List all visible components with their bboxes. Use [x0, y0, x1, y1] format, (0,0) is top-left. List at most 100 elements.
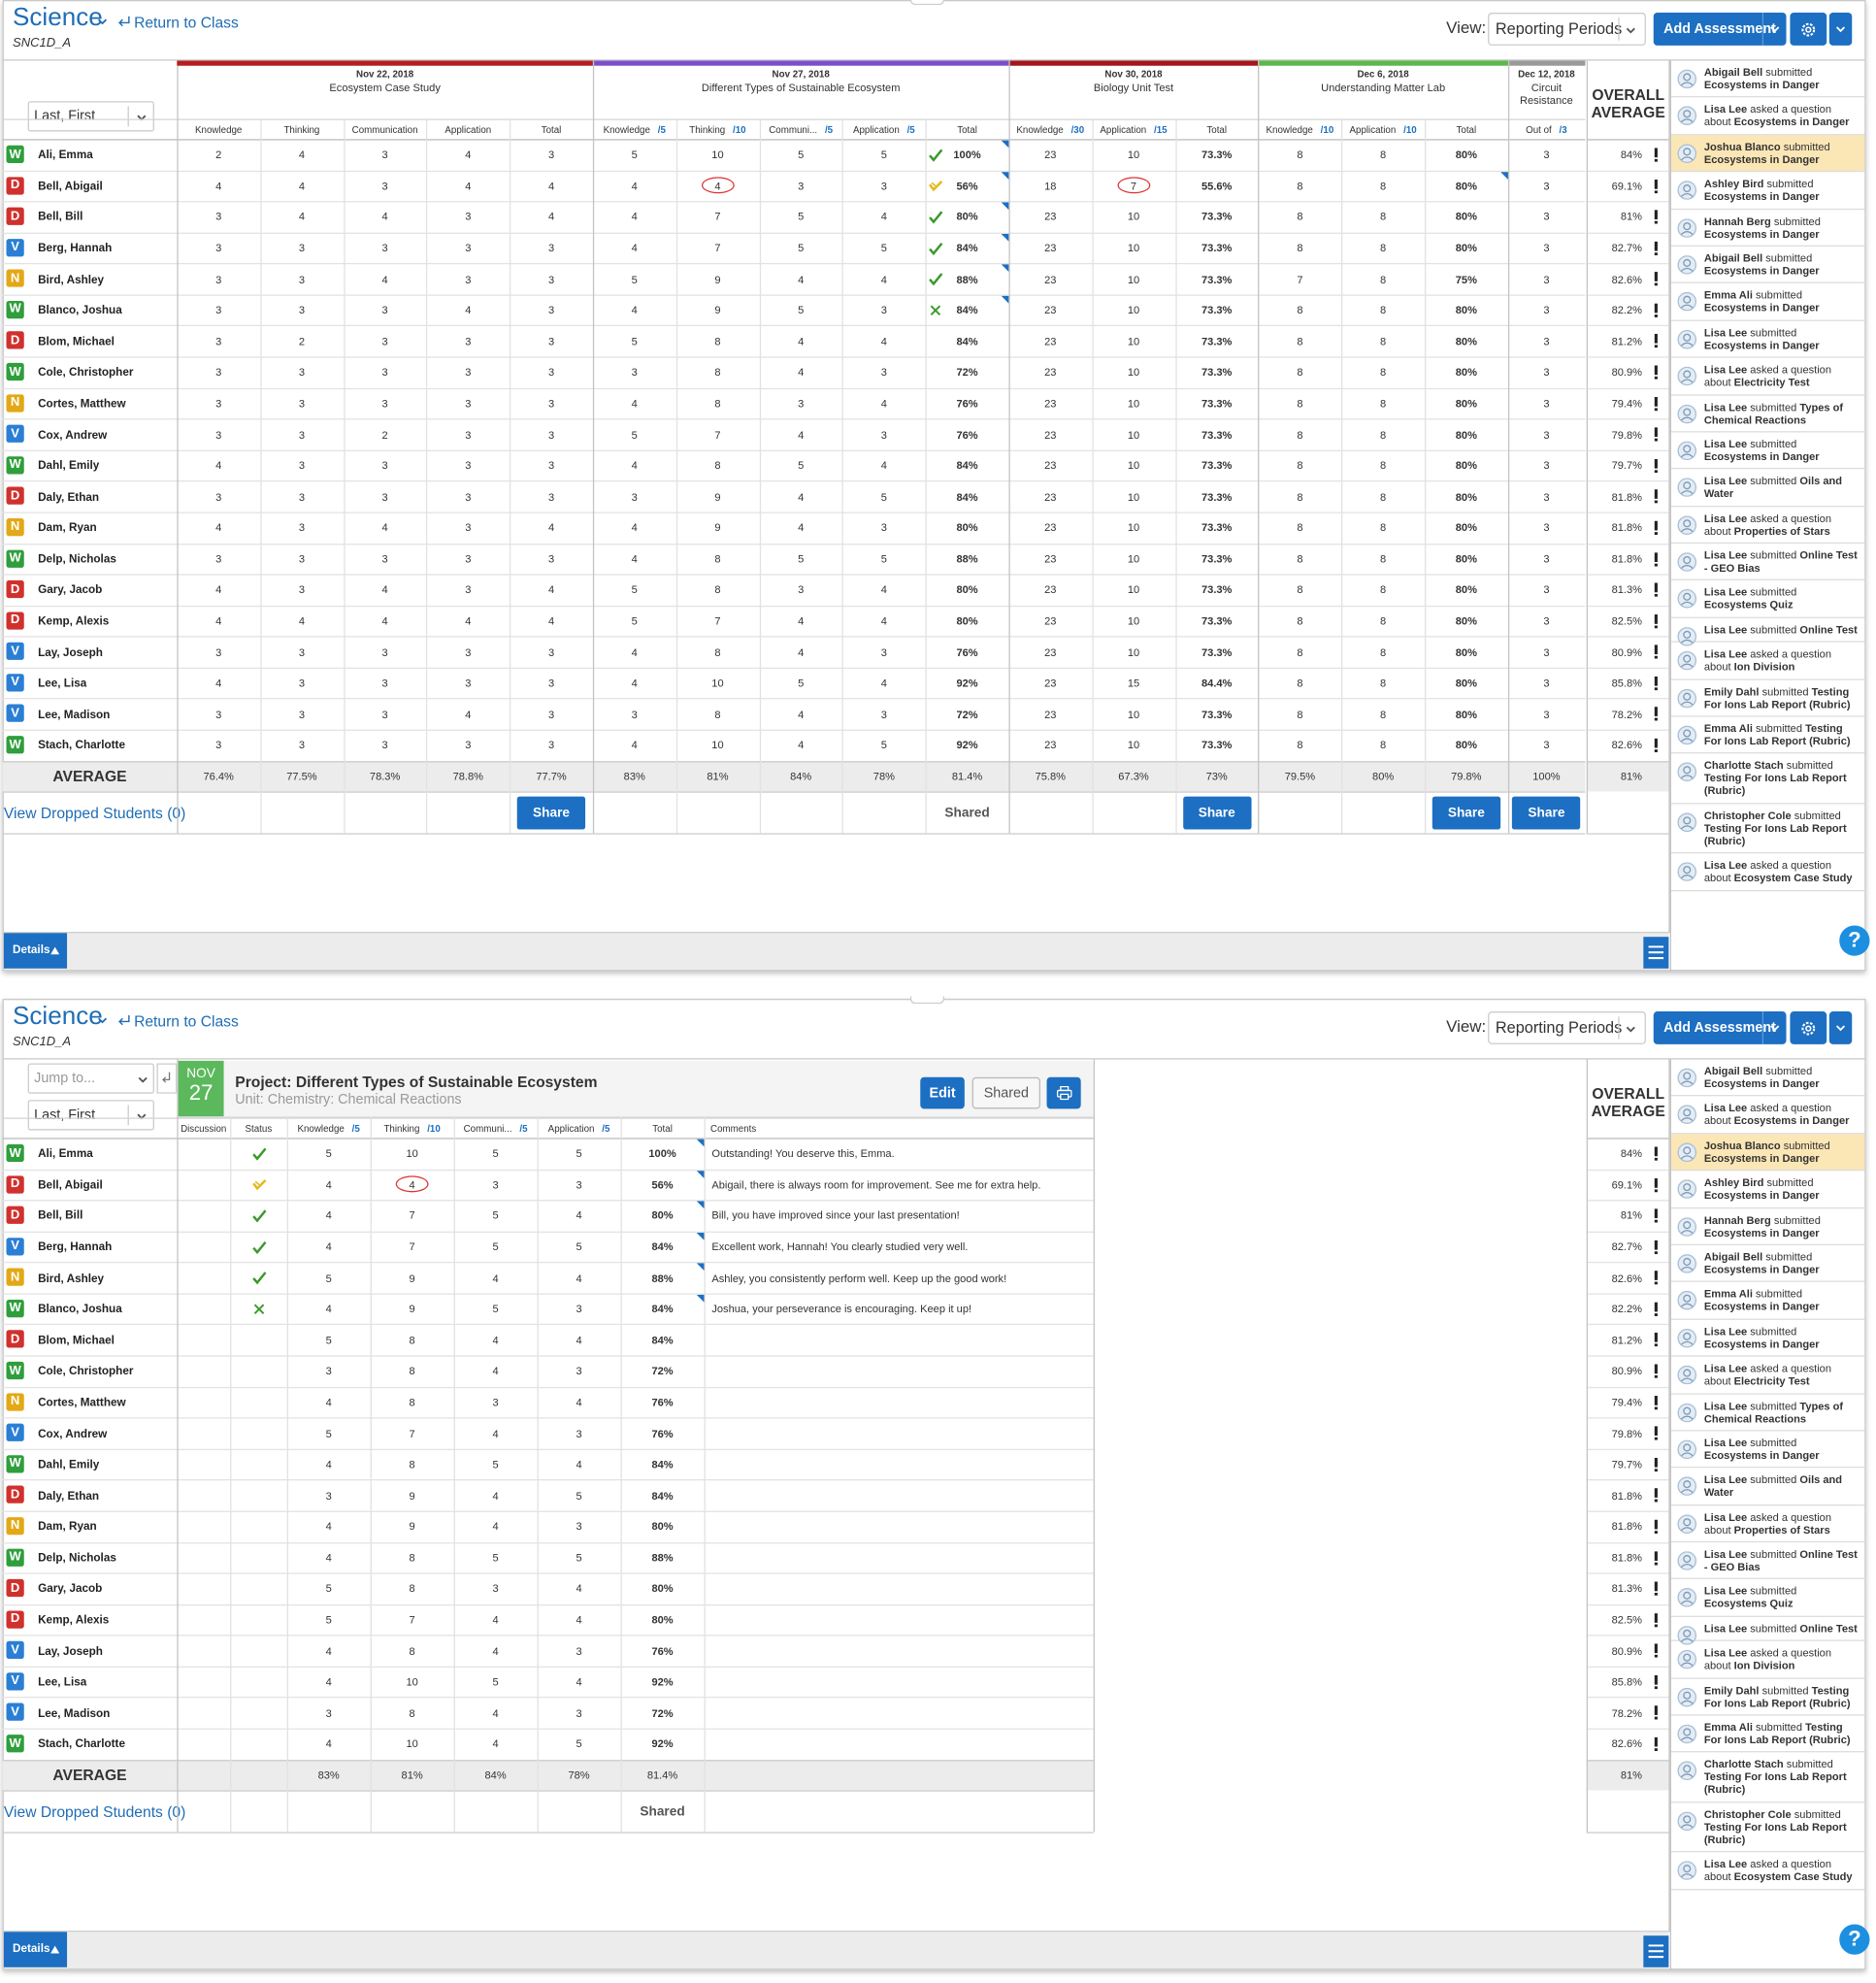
student-name[interactable]: Cole, Christopher — [38, 365, 134, 379]
student-name[interactable]: Delp, Nicholas — [38, 551, 116, 566]
student-name[interactable]: Berg, Hannah — [38, 1239, 113, 1253]
feed-item[interactable]: Charlotte Stach submitted Testing For Io… — [1670, 1753, 1865, 1803]
feed-item[interactable]: Joshua Blanco submitted Ecosystems in Da… — [1670, 135, 1865, 173]
feed-item[interactable]: Lisa Lee submitted Ecosystems Quiz — [1670, 580, 1865, 618]
view-select[interactable]: Reporting Periods — [1488, 1011, 1646, 1044]
student-name[interactable]: Stach, Charlotte — [38, 1737, 125, 1751]
details-tab[interactable]: Details — [3, 1932, 68, 1967]
student-name[interactable]: Daly, Ethan — [38, 1488, 100, 1502]
feed-item[interactable]: Lisa Lee asked a question about Ecosyste… — [1670, 853, 1865, 891]
feed-item[interactable]: Ashley Bird submitted Ecosystems in Dang… — [1670, 172, 1865, 210]
student-name[interactable]: Blanco, Joshua — [38, 1302, 122, 1315]
add-assessment-button[interactable]: Add Assessment — [1653, 13, 1787, 46]
student-name[interactable]: Berg, Hannah — [38, 241, 113, 254]
assessment-title[interactable]: Different Types of Sustainable Ecosystem — [701, 81, 901, 94]
student-name[interactable]: Lee, Madison — [38, 708, 111, 721]
feed-item[interactable]: Abigail Bell submitted Ecosystems in Dan… — [1670, 247, 1865, 284]
student-name[interactable]: Stach, Charlotte — [38, 739, 125, 752]
feed-item[interactable]: Lisa Lee submitted Ecosystems in Danger — [1670, 321, 1865, 358]
teacher-comment[interactable]: Joshua, your perseverance is encouraging… — [711, 1302, 972, 1315]
sort-select[interactable]: Last, First — [27, 101, 154, 132]
menu-button[interactable] — [1643, 937, 1669, 969]
student-name[interactable]: Dahl, Emily — [38, 458, 100, 472]
assessment-title[interactable]: Circuit Resistance — [1520, 81, 1573, 107]
student-name[interactable]: Dahl, Emily — [38, 1457, 100, 1471]
feed-item[interactable]: Lisa Lee asked a question about Ecosyste… — [1670, 1853, 1865, 1890]
dropped-students-link[interactable]: View Dropped Students (0) — [3, 1802, 186, 1821]
student-name[interactable]: Kemp, Alexis — [38, 614, 110, 628]
student-name[interactable]: Lay, Joseph — [38, 645, 103, 659]
student-name[interactable]: Cole, Christopher — [38, 1364, 134, 1377]
feed-item[interactable]: Lisa Lee submitted Oils and Water — [1670, 470, 1865, 507]
help-button[interactable]: ? — [1839, 1924, 1870, 1955]
student-name[interactable]: Lee, Madison — [38, 1706, 111, 1720]
feed-item[interactable]: Lisa Lee submitted Online Test — [1670, 1617, 1865, 1645]
feed-item[interactable]: Lisa Lee submitted Ecosystems in Danger — [1670, 1431, 1865, 1469]
feed-item[interactable]: Emma Ali submitted Ecosystems in Danger — [1670, 283, 1865, 321]
feed-item[interactable]: Christopher Cole submitted Testing For I… — [1670, 1802, 1865, 1853]
student-name[interactable]: Cox, Andrew — [38, 427, 108, 441]
feed-item[interactable]: Christopher Cole submitted Testing For I… — [1670, 804, 1865, 854]
feed-item[interactable]: Hannah Berg submitted Ecosystems in Dang… — [1670, 210, 1865, 247]
feed-item[interactable]: Emma Ali submitted Testing For Ions Lab … — [1670, 1716, 1865, 1753]
student-name[interactable]: Ali, Emma — [38, 148, 93, 161]
jump-select[interactable]: Jump to... — [27, 1063, 154, 1094]
assessment-title[interactable]: Biology Unit Test — [1093, 81, 1174, 94]
menu-button[interactable] — [1643, 1935, 1669, 1967]
feed-item[interactable]: Lisa Lee asked a question about Properti… — [1670, 1505, 1865, 1543]
student-name[interactable]: Blom, Michael — [38, 1333, 115, 1346]
student-name[interactable]: Delp, Nicholas — [38, 1550, 116, 1565]
feed-item[interactable]: Lisa Lee submitted Online Test — [1670, 618, 1865, 646]
assessment-title[interactable]: Ecosystem Case Study — [329, 81, 441, 94]
help-button[interactable]: ? — [1839, 925, 1870, 956]
student-name[interactable]: Dam, Ryan — [38, 520, 97, 534]
course-title[interactable]: Science — [13, 1002, 103, 1031]
feed-item[interactable]: Hannah Berg submitted Ecosystems in Dang… — [1670, 1208, 1865, 1245]
settings-button[interactable] — [1790, 1011, 1827, 1044]
feed-item[interactable]: Emma Ali submitted Testing For Ions Lab … — [1670, 717, 1865, 754]
feed-item[interactable]: Lisa Lee asked a question about Properti… — [1670, 507, 1865, 545]
feed-item[interactable]: Lisa Lee submitted Online Test - GEO Bia… — [1670, 1542, 1865, 1580]
student-name[interactable]: Lay, Joseph — [38, 1644, 103, 1658]
student-name[interactable]: Ali, Emma — [38, 1146, 93, 1160]
student-name[interactable]: Lee, Lisa — [38, 1675, 87, 1689]
student-name[interactable]: Dam, Ryan — [38, 1519, 97, 1534]
feed-item[interactable]: Lisa Lee asked a question about Electric… — [1670, 358, 1865, 396]
student-name[interactable]: Cortes, Matthew — [38, 1395, 126, 1408]
student-name[interactable]: Gary, Jacob — [38, 1582, 103, 1596]
student-name[interactable]: Bell, Abigail — [38, 179, 103, 192]
student-name[interactable]: Gary, Jacob — [38, 582, 103, 597]
share-button[interactable]: Share — [1432, 796, 1500, 830]
dropped-students-link[interactable]: View Dropped Students (0) — [3, 804, 186, 822]
feed-item[interactable]: Lisa Lee asked a question about Electric… — [1670, 1357, 1865, 1395]
student-name[interactable]: Daly, Ethan — [38, 489, 100, 503]
return-link[interactable]: Return to Class — [134, 1012, 239, 1031]
teacher-comment[interactable]: Abigail, there is always room for improv… — [711, 1177, 1041, 1191]
feed-item[interactable]: Abigail Bell submitted Ecosystems in Dan… — [1670, 61, 1865, 98]
feed-item[interactable]: Abigail Bell submitted Ecosystems in Dan… — [1670, 1245, 1865, 1283]
student-name[interactable]: Bird, Ashley — [38, 272, 105, 285]
student-name[interactable]: Kemp, Alexis — [38, 1613, 110, 1627]
student-name[interactable]: Bell, Abigail — [38, 1177, 103, 1191]
teacher-comment[interactable]: Excellent work, Hannah! You clearly stud… — [711, 1239, 969, 1253]
feed-item[interactable]: Lisa Lee asked a question about Ecosyste… — [1670, 1097, 1865, 1135]
shared-button[interactable]: Shared — [971, 1076, 1041, 1109]
share-button[interactable]: Share — [1182, 796, 1251, 830]
student-name[interactable]: Blom, Michael — [38, 334, 115, 347]
print-button[interactable] — [1046, 1076, 1081, 1109]
sort-select[interactable]: Last, First — [27, 1100, 154, 1131]
teacher-comment[interactable]: Bill, you have improved since your last … — [711, 1208, 960, 1222]
feed-item[interactable]: Emily Dahl submitted Testing For Ions La… — [1670, 679, 1865, 717]
feed-item[interactable]: Emma Ali submitted Ecosystems in Danger — [1670, 1282, 1865, 1320]
feed-item[interactable]: Ashley Bird submitted Ecosystems in Dang… — [1670, 1171, 1865, 1208]
edit-button[interactable]: Edit — [920, 1076, 965, 1109]
share-button[interactable]: Share — [516, 796, 586, 830]
course-title[interactable]: Science — [13, 3, 103, 32]
feed-item[interactable]: Lisa Lee asked a question about Ion Divi… — [1670, 643, 1865, 680]
feed-item[interactable]: Lisa Lee submitted Ecosystems in Danger — [1670, 432, 1865, 470]
feed-item[interactable]: Lisa Lee asked a question about Ion Divi… — [1670, 1641, 1865, 1679]
settings-menu-button[interactable] — [1828, 1011, 1853, 1044]
add-assessment-button[interactable]: Add Assessment — [1653, 1011, 1787, 1044]
view-select[interactable]: Reporting Periods — [1488, 13, 1646, 46]
student-name[interactable]: Blanco, Joshua — [38, 303, 122, 316]
